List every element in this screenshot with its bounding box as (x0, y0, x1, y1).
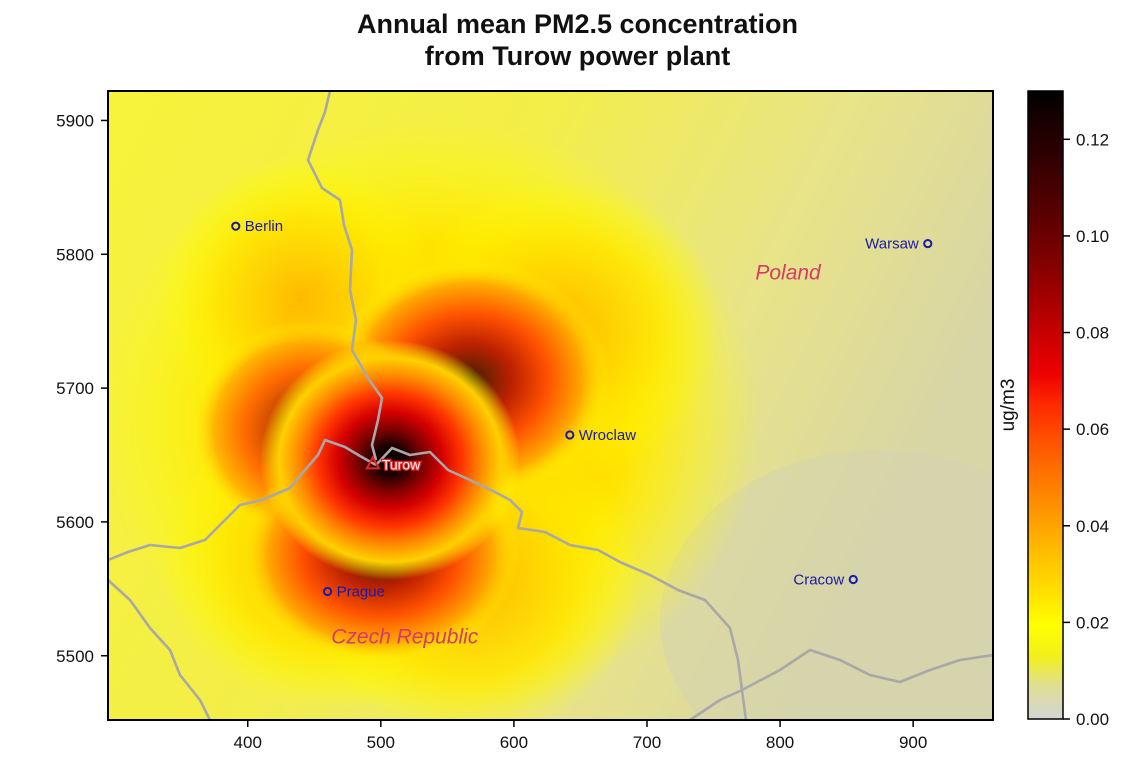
city-wroclaw: Wroclaw (565, 427, 636, 444)
city-dot-icon (322, 586, 333, 597)
city-prague: Prague (322, 584, 385, 601)
y-tick-label: 5700 (56, 379, 94, 398)
y-tick-label: 5800 (56, 245, 94, 264)
colorbar-ticks: 0.00 0.02 0.04 0.06 0.08 0.10 0.12 (1063, 130, 1109, 729)
x-tick-label: 600 (500, 733, 528, 752)
y-tick-label: 5600 (56, 513, 94, 532)
colorbar-tick-label: 0.12 (1076, 130, 1109, 149)
title-line-1: Annual mean PM2.5 concentration (356, 9, 799, 39)
colorbar: 0.00 0.02 0.04 0.06 0.08 0.10 0.12 ug/m3 (998, 90, 1109, 729)
plume-core (260, 340, 520, 580)
colorbar-frame (1027, 90, 1064, 720)
x-tick-label: 700 (633, 733, 661, 752)
country-label: Poland (755, 262, 822, 285)
city-dot-icon (231, 221, 241, 231)
concentration-field (108, 91, 993, 720)
country-label: Czech Republic (331, 626, 479, 649)
city-cracow: Cracow (793, 571, 858, 588)
y-tick-label: 5900 (56, 111, 94, 130)
y-tick-label: 5500 (56, 647, 94, 666)
border-germany-czech (108, 438, 377, 562)
city-label: Cracow (793, 571, 844, 588)
colorbar-tick-label: 0.10 (1076, 227, 1109, 246)
city-label: Warsaw (865, 236, 919, 253)
source-label: Turow (382, 456, 421, 472)
border-poland-slovakia (741, 648, 993, 692)
colorbar-label: ug/m3 (998, 379, 1019, 432)
title-line-2: from Turow power plant (424, 41, 731, 71)
city-label: Wroclaw (579, 427, 636, 444)
colorbar-tick-label: 0.08 (1076, 324, 1109, 343)
border-germany-poland (306, 91, 384, 461)
colorbar-tick-label: 0.06 (1076, 420, 1109, 439)
plot-frame (107, 90, 994, 721)
map-title: Annual mean PM2.5 concentration from Tur… (0, 8, 1134, 72)
country-labels: Poland Czech Republic (331, 262, 822, 649)
city-warsaw: Warsaw (865, 236, 933, 253)
x-tick-label: 400 (234, 733, 262, 752)
city-dot-icon (848, 574, 858, 585)
x-axis: 400 500 600 700 800 900 (234, 720, 927, 752)
city-dot-icon (923, 238, 933, 249)
colorbar-tick-label: 0.04 (1076, 517, 1109, 536)
colorbar-tick-label: 0.02 (1076, 613, 1109, 632)
x-tick-label: 800 (766, 733, 794, 752)
source-marker: Turow (365, 455, 422, 474)
colorbar-tick-label: 0.00 (1076, 710, 1109, 729)
city-berlin: Berlin (231, 218, 283, 235)
x-tick-label: 500 (367, 733, 395, 752)
x-tick-label: 900 (899, 733, 927, 752)
border-slovakia-south (689, 688, 743, 720)
city-markers: Berlin Warsaw Wroclaw Prague Cracow (231, 218, 933, 601)
border-bavaria-czech (108, 579, 212, 720)
city-dot-icon (565, 430, 575, 440)
city-label: Prague (337, 584, 385, 601)
city-label: Berlin (245, 218, 283, 235)
triangle-icon (365, 455, 381, 470)
colorbar-gradient (1028, 91, 1063, 719)
y-axis: 5500 5600 5700 5800 5900 (56, 111, 108, 666)
border-poland-czech (375, 446, 748, 720)
country-borders (108, 91, 993, 720)
